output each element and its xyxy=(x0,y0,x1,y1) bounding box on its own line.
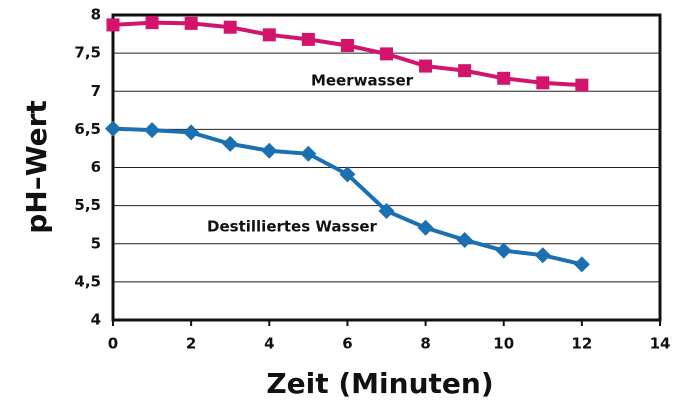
point xyxy=(183,124,200,141)
plot-frame xyxy=(111,13,662,322)
point xyxy=(419,59,433,73)
point xyxy=(301,32,315,46)
x-tick-label: 14 xyxy=(650,335,671,353)
point xyxy=(145,16,159,30)
x-tick-label: 2 xyxy=(186,335,196,353)
series-annotation: Destilliertes Wasser xyxy=(207,218,378,236)
series-annotation: Meerwasser xyxy=(311,72,414,90)
point xyxy=(417,219,434,236)
x-tick-label: 0 xyxy=(108,335,118,353)
y-tick-label: 6 xyxy=(91,158,101,176)
x-tick-label: 4 xyxy=(264,335,274,353)
point xyxy=(380,47,393,61)
x-tick-label: 12 xyxy=(571,335,592,353)
point xyxy=(184,16,198,30)
y-axis-label: pH–Wert xyxy=(20,100,53,234)
point xyxy=(106,18,120,32)
point xyxy=(223,20,237,34)
x-tick-label: 8 xyxy=(420,335,430,353)
point xyxy=(144,122,161,139)
point xyxy=(105,120,121,137)
x-tick-label: 6 xyxy=(342,335,352,353)
point xyxy=(339,166,356,183)
y-tick-label: 6,5 xyxy=(74,120,101,138)
x-axis-label: Zeit (Minuten) xyxy=(266,367,493,400)
point xyxy=(495,242,512,259)
y-tick-label: 7 xyxy=(91,82,101,100)
y-tick-label: 5 xyxy=(91,234,101,252)
point xyxy=(456,231,473,248)
point xyxy=(536,76,550,90)
y-tick-label: 4,5 xyxy=(74,272,101,290)
point xyxy=(261,142,278,159)
point xyxy=(534,247,551,264)
y-tick-label: 8 xyxy=(91,6,101,24)
point xyxy=(458,64,472,78)
point xyxy=(222,135,239,152)
point xyxy=(300,145,317,162)
y-tick-label: 4 xyxy=(91,311,101,329)
y-tick-label: 7,5 xyxy=(74,44,101,62)
point xyxy=(340,39,354,52)
point xyxy=(262,28,276,42)
point xyxy=(378,202,395,219)
point xyxy=(497,71,511,85)
x-tick-label: 10 xyxy=(493,335,514,353)
point xyxy=(575,78,589,92)
y-tick-label: 5,5 xyxy=(74,196,101,214)
point xyxy=(573,256,590,273)
